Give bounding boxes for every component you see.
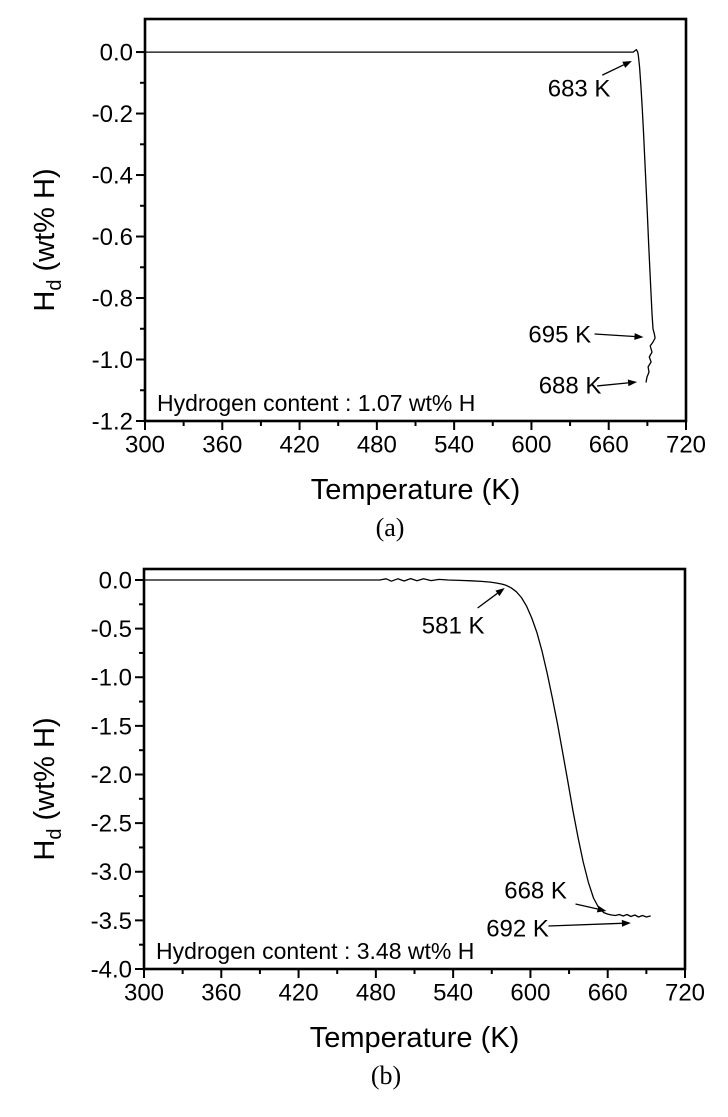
x-tick-label: 600 [511,431,551,458]
y-tick-label: 0.0 [100,39,133,66]
x-tick-label: 540 [434,431,474,458]
y-tick-label: 0.0 [99,567,132,594]
annotation-arrowhead [621,919,631,927]
y-tick-label: -1.0 [92,347,133,374]
y-tick-label: -3.0 [91,859,132,886]
x-tick-label: 720 [665,979,705,1006]
y-tick-label: -4.0 [91,956,132,983]
x-tick-label: 300 [125,431,165,458]
y-tick-label: -3.5 [91,908,132,935]
y-axis-title: Hd (wt% H) [29,717,66,860]
x-tick-label: 300 [124,979,164,1006]
hydrogen-desorption-curve [144,48,656,383]
subplot-caption-b: (b) [371,1061,401,1090]
y-tick-label: -0.4 [92,162,133,189]
y-tick-label: -0.2 [92,101,133,128]
annotation-label: 683 K [548,75,611,102]
annotation-label: 668 K [504,877,567,904]
y-tick-label: -0.6 [92,224,133,251]
x-tick-label: 540 [433,979,473,1006]
x-tick-label: 360 [202,431,242,458]
x-tick-label: 660 [589,431,629,458]
annotation-label: 695 K [528,321,591,348]
annotation-581-K: 581 K [422,588,505,639]
plot-frame [142,567,687,971]
x-tick-label: 420 [279,979,319,1006]
annotation-arrow-line [594,333,635,338]
x-tick-label: 600 [510,979,550,1006]
svg-text:Hd (wt% H): Hd (wt% H) [29,168,66,311]
annotation-692-K: 692 K [486,915,631,942]
annotation-695-K: 695 K [528,321,644,348]
chart-a: 300 360 420 480 540 600 660 720 0.0 -0.2 -0.4 -0.6 -… [29,17,706,542]
annotation-688-K: 688 K [539,372,638,399]
annotation-arrow-line [477,592,498,609]
annotation-label: 581 K [422,612,485,639]
subplot-caption-a: (a) [376,513,405,542]
annotation-arrow-line [548,922,622,927]
x-axis-title: Temperature (K) [311,474,521,506]
annotation-label: 688 K [539,372,602,399]
y-tick-label: -1.2 [92,408,133,435]
annotation-668-K: 668 K [504,877,607,913]
x-tick-label: 480 [357,431,397,458]
x-tick-label: 480 [356,979,396,1006]
annotation-label: 692 K [486,915,549,942]
x-tick-label: 660 [588,979,628,1006]
annotation-arrow-line [601,64,625,76]
annotation-arrowhead [596,905,607,913]
hydrogen-desorption-curve [143,577,651,918]
chart-b: 300 360 420 480 540 600 660 720 0.0 -0.5 -1.0 -1.5 -… [29,567,705,1090]
annotation-683-K: 683 K [548,61,632,102]
annotation-arrow-line [597,382,629,387]
annotation-arrowhead [634,333,644,340]
svg-text:Hd (wt% H): Hd (wt% H) [29,717,66,860]
y-tick-label: -2.0 [91,762,132,789]
annotation-arrow-line [575,903,598,910]
y-tick-label: -1.5 [91,713,132,740]
y-axis-title: Hd (wt% H) [29,168,66,311]
y-tick-label: -1.0 [91,665,132,692]
y-tick-label: -2.5 [91,811,132,838]
annotation-arrowhead [627,379,638,387]
x-axis-title: Temperature (K) [310,1022,520,1054]
y-tick-label: -0.5 [91,616,132,643]
x-tick-label: 420 [280,431,320,458]
y-tick-label: -0.8 [92,285,133,312]
x-tick-label: 720 [666,431,706,458]
annotation-arrowhead [622,61,632,68]
hydrogen-content-note: Hydrogen content : 1.07 wt% H [157,390,475,416]
hydrogen-content-note: Hydrogen content : 3.48 wt% H [156,938,474,964]
annotation-arrowhead [495,588,505,597]
x-tick-label: 360 [201,979,241,1006]
